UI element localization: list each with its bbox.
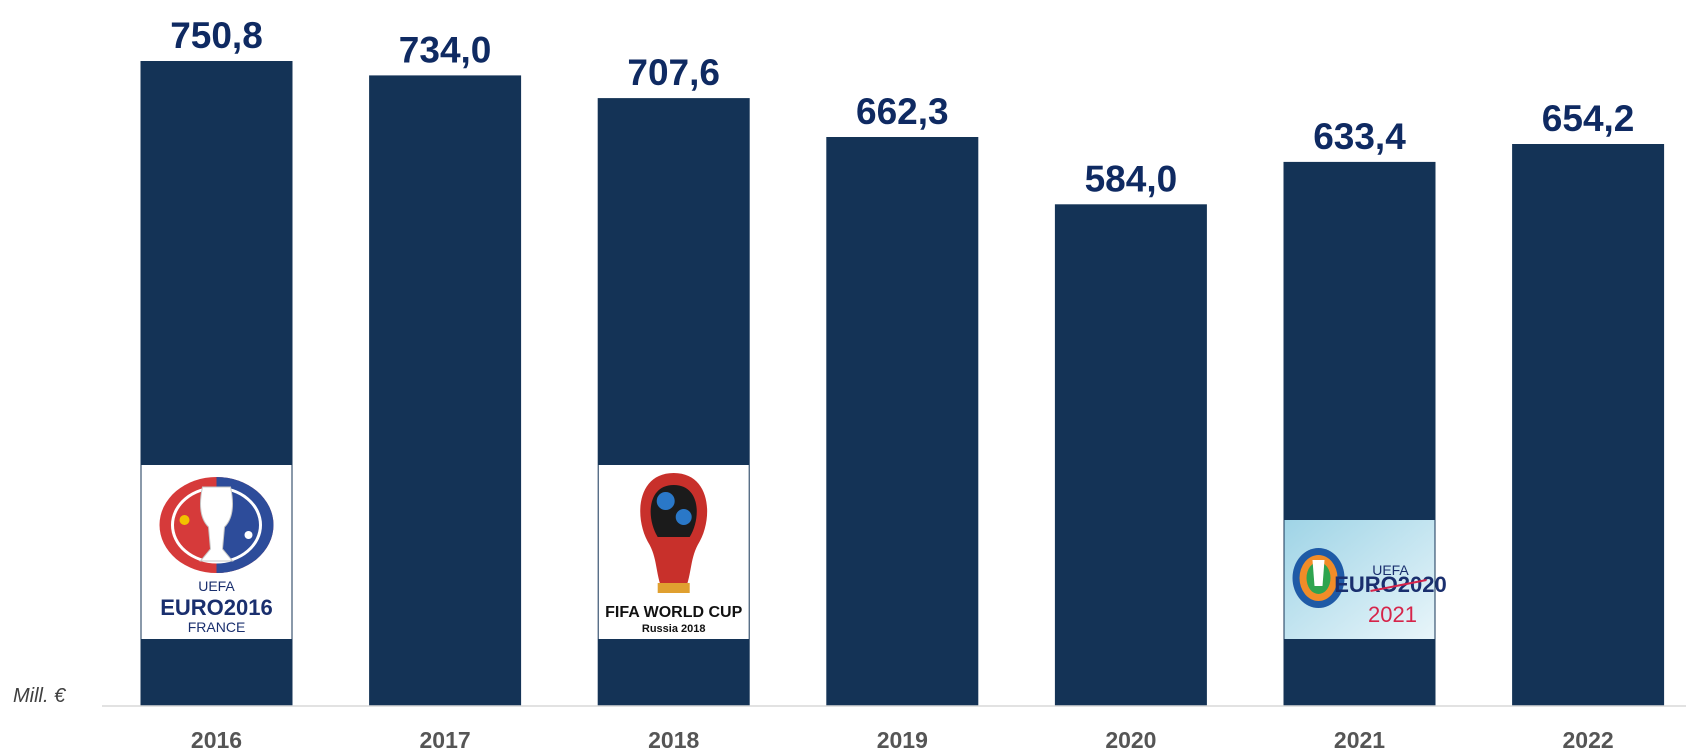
logo-euro2020-text: EURO2020 [1334, 572, 1447, 597]
value-label-2019: 662,3 [856, 91, 949, 132]
bar-2022 [1512, 144, 1665, 706]
x-tick-label-2019: 2019 [877, 727, 928, 753]
logo-uefa-text: UEFA [198, 578, 235, 594]
y-axis-unit-label: Mill. € [13, 685, 66, 707]
value-label-2018: 707,6 [627, 52, 720, 93]
bar-2017 [369, 75, 522, 706]
x-tick-label-2021: 2021 [1334, 727, 1385, 753]
logo-uefa-text-2021: UEFA [1372, 562, 1409, 578]
labels-layer: 750,8 2016 734,0 2017 707,6 2018 662,3 2019 584,… [170, 15, 1634, 753]
logo-2021-text: 2021 [1368, 602, 1417, 627]
logo-france-text: FRANCE [188, 619, 246, 635]
bar-2019 [826, 137, 979, 706]
value-label-2020: 584,0 [1085, 158, 1178, 199]
x-tick-label-2018: 2018 [648, 727, 699, 753]
logo-euro2016-text: EURO2016 [160, 595, 273, 620]
fifa-world-cup-russia-2018-logo: FIFA WORLD CUP Russia 2018 [598, 465, 749, 639]
x-tick-label-2020: 2020 [1105, 727, 1156, 753]
bars-layer [140, 61, 1665, 707]
value-label-2021: 633,4 [1313, 116, 1406, 157]
bar-2020 [1054, 204, 1207, 707]
value-label-2016: 750,8 [170, 15, 263, 56]
x-tick-label-2022: 2022 [1563, 727, 1614, 753]
value-label-2022: 654,2 [1542, 98, 1635, 139]
x-tick-label-2017: 2017 [420, 727, 471, 753]
x-tick-label-2016: 2016 [191, 727, 242, 753]
logo-fifa-world-cup-text: FIFA WORLD CUP [605, 604, 743, 621]
value-label-2017: 734,0 [399, 29, 492, 70]
logo-russia-2018-text: Russia 2018 [642, 623, 706, 635]
